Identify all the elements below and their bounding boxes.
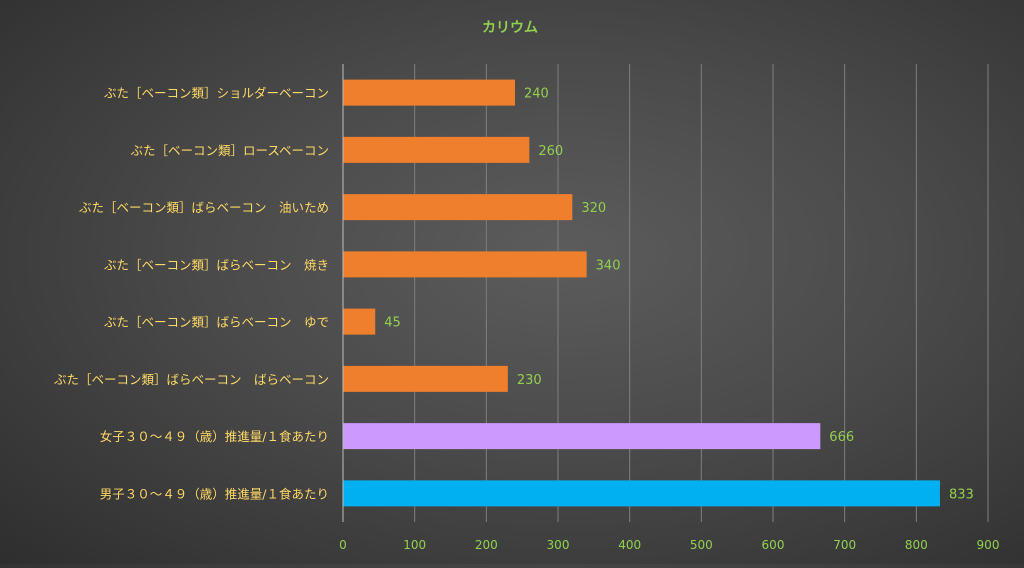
- bar: [343, 251, 587, 278]
- chart-title: カリウム: [482, 20, 538, 36]
- x-tick-label: 200: [475, 538, 498, 552]
- x-tick-label: 0: [339, 538, 347, 552]
- gridlines: [414, 64, 989, 522]
- x-tick-label: 100: [403, 538, 426, 552]
- category-labels: ぶた［ベーコン類］ショルダーベーコンぶた［ベーコン類］ロースベーコンぶた［ベーコ…: [54, 86, 329, 502]
- category-label: 女子３０～４９（歳）推進量/１食あたり: [100, 429, 329, 444]
- bars: [343, 79, 940, 507]
- x-tick-label: 600: [762, 538, 785, 552]
- data-label: 833: [949, 487, 974, 502]
- bar: [343, 308, 376, 335]
- data-label: 666: [829, 430, 854, 445]
- x-tick-label: 300: [547, 538, 570, 552]
- x-tick-label: 700: [833, 538, 856, 552]
- x-tick-label: 900: [977, 538, 1000, 552]
- category-label: ぶた［ベーコン類］ばらベーコン 油いため: [79, 200, 329, 215]
- data-label: 45: [384, 316, 401, 331]
- category-label: ぶた［ベーコン類］ロースベーコン: [130, 143, 329, 158]
- data-label: 240: [524, 87, 549, 102]
- x-tick-label: 800: [905, 538, 928, 552]
- x-tick-label: 500: [690, 538, 713, 552]
- bar: [343, 136, 530, 163]
- data-label: 260: [538, 144, 563, 159]
- data-labels: 240 260 320 340 45 230 666 833: [384, 87, 974, 503]
- bar: [343, 79, 515, 106]
- bar: [343, 480, 940, 507]
- bar: [343, 423, 821, 450]
- category-label: ぶた［ベーコン類］ばらベーコン ゆで: [104, 315, 329, 330]
- data-label: 320: [581, 201, 606, 216]
- category-label: ぶた［ベーコン類］ばらベーコン ばらベーコン: [54, 372, 329, 387]
- data-label: 230: [517, 373, 542, 388]
- category-label: 男子３０～４９（歳）推進量/１食あたり: [100, 486, 329, 501]
- category-label: ぶた［ベーコン類］ばらベーコン 焼き: [104, 257, 329, 272]
- bar: [343, 194, 573, 221]
- x-axis-tick-labels: 0 100 200 300 400 500 600 700 800 900: [339, 538, 999, 552]
- bar: [343, 365, 508, 392]
- x-tick-label: 400: [618, 538, 641, 552]
- category-label: ぶた［ベーコン類］ショルダーベーコン: [104, 86, 329, 101]
- data-label: 340: [596, 258, 621, 273]
